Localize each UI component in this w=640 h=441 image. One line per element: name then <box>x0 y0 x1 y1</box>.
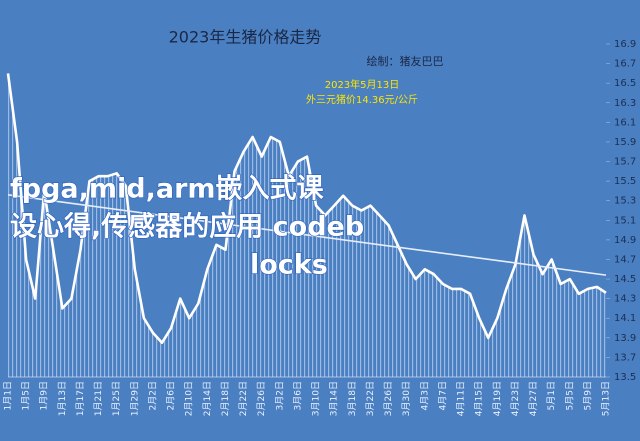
x-tick-label: 4月23日 <box>510 381 521 416</box>
x-tick-label: 1月25日 <box>111 381 122 416</box>
y-tick-label: 16.9 <box>614 39 636 50</box>
y-tick-label: 13.9 <box>614 333 636 344</box>
y-tick-label: 15.9 <box>614 137 636 148</box>
x-tick-label: 3月22日 <box>365 381 376 416</box>
y-tick-label: 15.3 <box>614 196 636 207</box>
annotation: 2023年5月13日 <box>325 78 400 91</box>
plot: 13.5 13.7 13.9 14.1 14.3 14.5 14.7 14.9 15.1 15.3… <box>3 39 637 416</box>
x-tick-label: 4月11日 <box>456 381 467 416</box>
x-tick-label: 3月14日 <box>329 381 340 416</box>
x-tick-label: 5月1日 <box>546 381 557 410</box>
x-tick-label: 1月13日 <box>57 381 68 416</box>
x-tick-label: 3月18日 <box>347 381 358 416</box>
x-tick-label: 2月18日 <box>220 381 231 416</box>
chart-subtitle: 绘制：猪友巴巴 <box>367 54 444 68</box>
line <box>6 73 607 344</box>
y-tick-label: 15.1 <box>614 215 636 226</box>
y-tick-label: 15.5 <box>614 176 636 187</box>
x-tick-label: 5月13日 <box>601 381 612 416</box>
y-tick-label: 14.1 <box>614 313 636 324</box>
x-tick-label: 4月7日 <box>437 381 448 410</box>
x-tick-label: 3月6日 <box>292 381 303 410</box>
x-tick-label: 4月3日 <box>419 381 430 410</box>
x-tick-label: 2月6日 <box>166 381 177 410</box>
x-tick-label: 1月17日 <box>75 381 86 416</box>
y-tick-label: 16.7 <box>614 59 636 70</box>
x-tick-label: 1月1日 <box>3 381 14 410</box>
x-tick-label: 4月15日 <box>474 381 485 416</box>
y-tick-label: 15.7 <box>614 157 636 168</box>
x-tick-label: 1月5日 <box>21 381 32 410</box>
annotation: 外三元猪价14.36元/公斤 <box>306 94 418 106</box>
x-tick-label: 2月22日 <box>238 381 249 416</box>
x-tick-label: 3月10日 <box>311 381 322 416</box>
x-tick-label: 2月14日 <box>202 381 213 416</box>
watermark: 设心得,传感器的应用 codeb <box>10 211 364 243</box>
x-tick-label: 3月26日 <box>383 381 394 416</box>
x-tick-label: 3月2日 <box>274 381 285 410</box>
watermark: locks <box>250 250 328 281</box>
y-tick-label: 14.7 <box>614 254 636 265</box>
x-tick-label: 2月2日 <box>147 381 158 410</box>
x-tick-label: 2月10日 <box>184 381 195 416</box>
x-tick-label: 3月30日 <box>401 381 412 416</box>
y-tick-label: 14.5 <box>614 274 636 285</box>
x-tick-label: 1月9日 <box>39 381 50 410</box>
y-tick-label: 14.9 <box>614 235 636 246</box>
watermark: fpga,mid,arm嵌入式课 <box>10 174 325 205</box>
chart-title: 2023年生猪价格走势 <box>169 28 322 47</box>
x-tick-label: 1月21日 <box>93 381 104 416</box>
x-tick-label: 5月5日 <box>564 381 575 410</box>
x-tick-label: 4月19日 <box>492 381 503 416</box>
area <box>8 73 606 378</box>
y-tick-label: 14.3 <box>614 294 636 305</box>
x-tick-label: 5月9日 <box>582 381 593 410</box>
x-tick-label: 2月26日 <box>256 381 267 416</box>
trend-line <box>7 194 607 276</box>
y-tick-label: 13.7 <box>614 352 636 363</box>
y-tick-label: 16.5 <box>614 78 636 89</box>
y-tick-label: 16.3 <box>614 98 636 109</box>
y-tick-label: 16.1 <box>614 117 636 128</box>
x-tick-label: 4月27日 <box>528 381 539 416</box>
x-tick-label: 1月29日 <box>129 381 140 416</box>
y-tick-label: 13.5 <box>614 372 636 383</box>
